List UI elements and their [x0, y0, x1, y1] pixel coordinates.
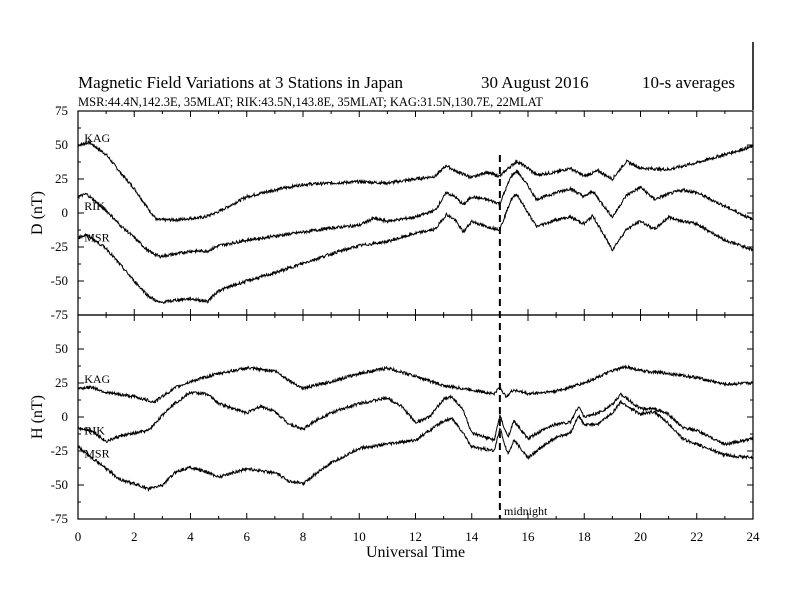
x-tick-label: 2 — [131, 529, 138, 544]
series-KAG-D — [77, 140, 754, 223]
series-MSR-H — [77, 399, 754, 493]
series-label-RIK-D: RIK — [84, 199, 105, 213]
x-tick-label: 18 — [578, 529, 591, 544]
series-label-KAG-D: KAG — [84, 131, 110, 145]
x-tick-label: 14 — [465, 529, 479, 544]
y-tick-label: -50 — [51, 477, 68, 492]
x-tick-label: 20 — [634, 529, 647, 544]
x-tick-label: 6 — [244, 529, 251, 544]
series-label-KAG-H: KAG — [84, 372, 110, 386]
x-tick-label: 4 — [187, 529, 194, 544]
series-RIK-H — [77, 390, 754, 447]
y-tick-label: -75 — [51, 307, 68, 322]
y-tick-label: 25 — [55, 171, 68, 186]
y-axis-label-D: D (nT) — [29, 191, 46, 235]
series-label-MSR-D: MSR — [84, 230, 109, 244]
series-RIK-D — [77, 169, 754, 259]
y-axis-label-H: H (nT) — [29, 395, 46, 439]
midnight-label: midnight — [504, 504, 548, 518]
x-tick-label: 8 — [300, 529, 307, 544]
x-tick-label: 10 — [353, 529, 366, 544]
chart-subtitle: MSR:44.4N,142.3E, 35MLAT; RIK:43.5N,143.… — [78, 95, 543, 109]
y-tick-label: 75 — [55, 103, 68, 118]
x-tick-label: 22 — [690, 529, 703, 544]
x-tick-label: 16 — [522, 529, 536, 544]
y-tick-label: 50 — [55, 341, 68, 356]
chart-title: Magnetic Field Variations at 3 Stations … — [78, 73, 404, 92]
x-tick-label: 12 — [409, 529, 422, 544]
y-tick-label: 25 — [55, 375, 68, 390]
x-tick-label: 0 — [75, 529, 82, 544]
y-tick-label: 50 — [55, 137, 68, 152]
x-tick-label: 24 — [747, 529, 761, 544]
x-axis-label: Universal Time — [366, 544, 465, 561]
series-label-RIK-H: RIK — [84, 424, 105, 438]
y-tick-label: -25 — [51, 443, 68, 458]
chart-date: 30 August 2016 — [481, 73, 589, 92]
chart-averaging: 10-s averages — [642, 73, 735, 92]
y-tick-label: 0 — [62, 205, 69, 220]
series-MSR-D — [77, 193, 754, 305]
series-label-MSR-H: MSR — [84, 447, 109, 461]
y-tick-label: -50 — [51, 273, 68, 288]
y-tick-label: -25 — [51, 239, 68, 254]
y-tick-label: 0 — [62, 409, 69, 424]
series-KAG-H — [77, 364, 753, 404]
y-tick-label: -75 — [51, 511, 68, 526]
plot-panels: -75 -50 -25 0 25 50 75 D (nT) KAG RIK MSR -75 -50 -25… — [29, 103, 760, 561]
